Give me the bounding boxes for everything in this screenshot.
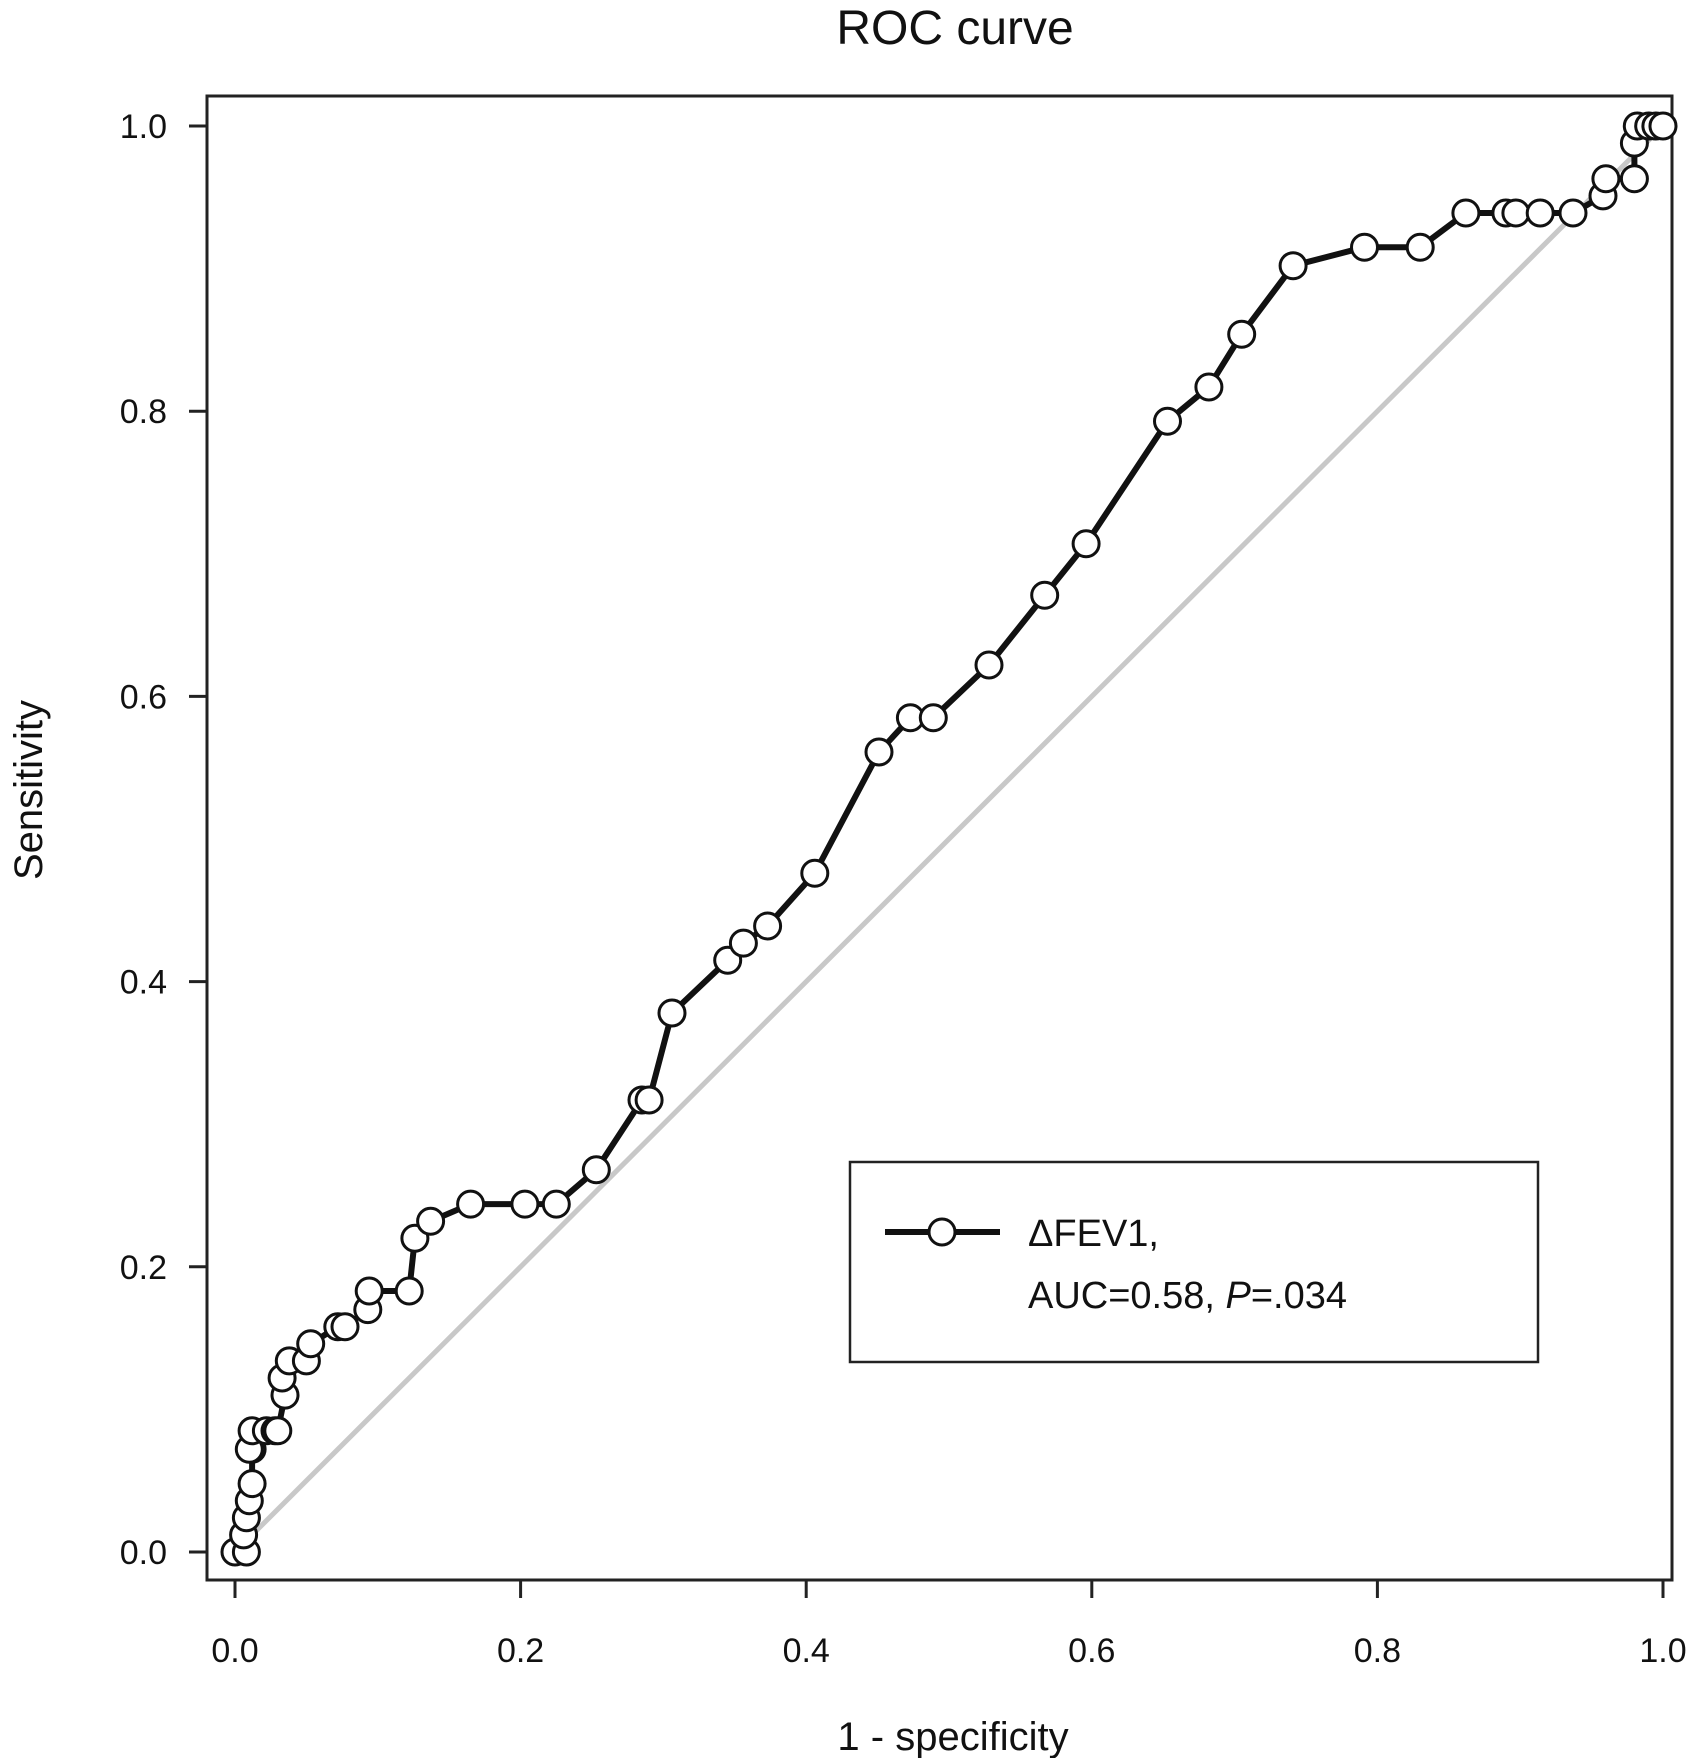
roc-point <box>1278 251 1308 281</box>
roc-point <box>1591 164 1621 194</box>
y-tick-label: 0.0 <box>120 1534 167 1572</box>
y-tick-label: 0.6 <box>120 678 167 716</box>
legend-auc-text: AUC=0.58, <box>1028 1275 1226 1317</box>
roc-point <box>1648 111 1678 141</box>
roc-points <box>220 111 1678 1567</box>
roc-point <box>394 1276 424 1306</box>
roc-point <box>918 703 948 733</box>
roc-point <box>974 650 1004 680</box>
y-tick-label: 0.2 <box>120 1249 167 1287</box>
roc-point <box>1501 198 1531 228</box>
roc-point <box>1350 232 1379 262</box>
legend-p-letter: P <box>1226 1275 1252 1317</box>
x-tick-label: 0.8 <box>1354 1632 1401 1670</box>
legend-series-label: ΔFEV1, <box>1028 1213 1159 1255</box>
roc-point <box>753 911 783 941</box>
roc-point <box>1405 232 1435 262</box>
roc-point <box>510 1189 540 1219</box>
legend-stats-label: AUC=0.58, P=.034 <box>1028 1275 1347 1317</box>
roc-point <box>728 928 758 958</box>
y-tick-label: 0.8 <box>120 393 167 431</box>
roc-point <box>354 1276 384 1306</box>
x-axis-label: 1 - specificity <box>837 1715 1068 1758</box>
roc-point <box>541 1189 571 1219</box>
y-axis: 0.0 0.2 0.4 0.6 0.8 1.0 <box>120 108 207 1572</box>
plot-frame <box>205 94 1674 1582</box>
x-tick-label: 0.2 <box>497 1632 544 1670</box>
roc-point <box>330 1312 360 1342</box>
x-tick-label: 0.6 <box>1068 1632 1115 1670</box>
legend: ΔFEV1, AUC=0.58, P=.034 <box>848 1160 1540 1364</box>
y-tick-label: 0.4 <box>120 964 167 1002</box>
x-tick-label: 0.0 <box>211 1632 258 1670</box>
x-tick-label: 1.0 <box>1639 1632 1686 1670</box>
x-axis: 0.0 0.2 0.4 0.6 0.8 1.0 <box>211 1580 1687 1670</box>
roc-point <box>1030 580 1060 610</box>
roc-point <box>657 998 687 1028</box>
roc-point <box>1071 529 1101 559</box>
roc-point <box>1558 198 1588 228</box>
roc-point <box>1451 198 1481 228</box>
roc-point <box>864 737 894 767</box>
legend-p-value: =.034 <box>1251 1275 1347 1317</box>
chart-title: ROC curve <box>836 2 1073 55</box>
roc-point <box>1619 164 1649 194</box>
roc-point <box>1227 319 1257 349</box>
reference-diagonal-line <box>233 124 1665 1554</box>
x-tick-label: 0.4 <box>783 1632 830 1670</box>
roc-point <box>1194 372 1224 402</box>
roc-point <box>416 1206 446 1236</box>
roc-point <box>456 1189 486 1219</box>
roc-point <box>1153 406 1182 436</box>
legend-box <box>848 1160 1540 1364</box>
y-axis-label: Sensitivity <box>7 700 51 880</box>
roc-point <box>296 1329 326 1359</box>
y-tick-label: 1.0 <box>120 108 167 146</box>
roc-point <box>237 1469 267 1499</box>
roc-point <box>1525 198 1555 228</box>
roc-point <box>634 1085 664 1115</box>
roc-point <box>581 1155 611 1185</box>
roc-point <box>263 1416 293 1446</box>
legend-marker-swatch <box>927 1217 957 1247</box>
roc-point <box>800 858 830 888</box>
